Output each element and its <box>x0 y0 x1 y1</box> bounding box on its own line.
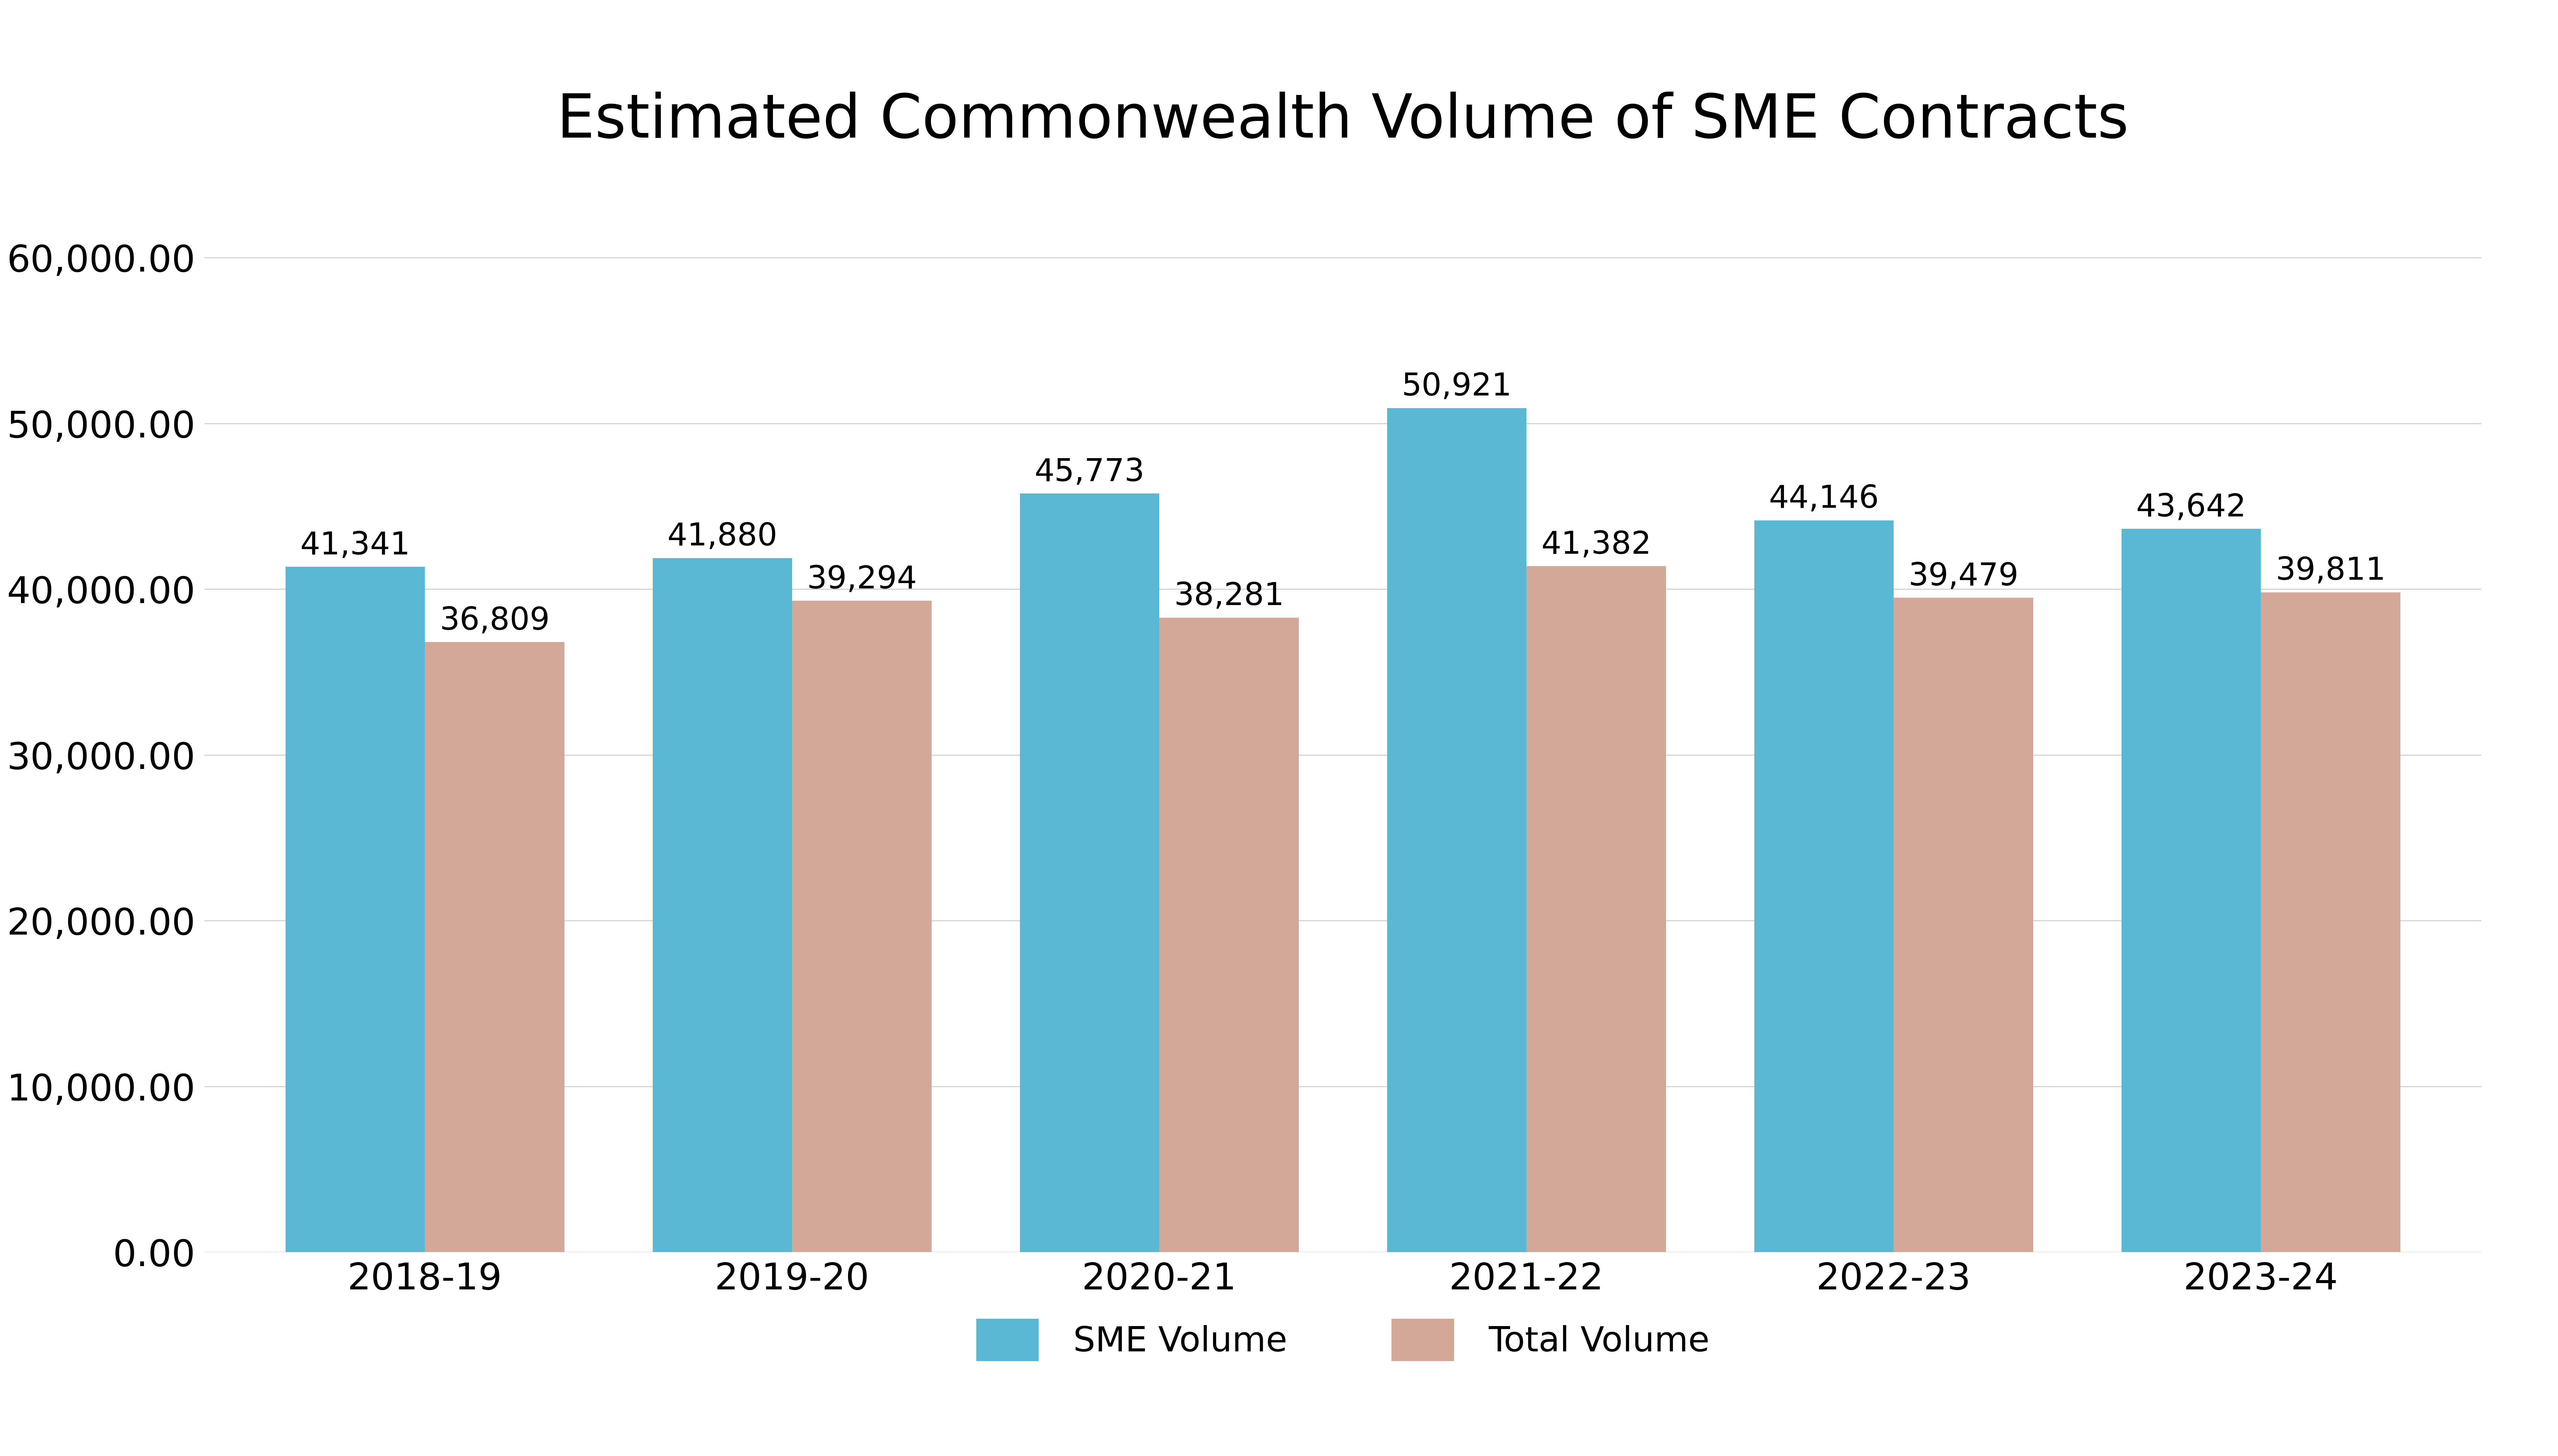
Bar <box>1159 617 1299 1252</box>
Bar <box>425 642 565 1252</box>
Text: 41,382: 41,382 <box>1542 530 1652 561</box>
Text: 41,341: 41,341 <box>299 530 409 561</box>
Bar <box>2261 593 2399 1252</box>
Bar <box>1386 408 1527 1252</box>
Bar <box>1021 494 1159 1252</box>
Bar <box>793 601 931 1252</box>
Bar <box>286 566 425 1252</box>
Text: 41,880: 41,880 <box>668 521 778 552</box>
Text: 39,811: 39,811 <box>2277 556 2387 587</box>
Bar <box>1893 598 2034 1252</box>
Text: 45,773: 45,773 <box>1033 457 1143 488</box>
Text: 39,294: 39,294 <box>806 565 916 596</box>
Text: 43,642: 43,642 <box>2136 492 2246 523</box>
Text: 39,479: 39,479 <box>1908 562 2018 593</box>
Text: 36,809: 36,809 <box>440 606 550 636</box>
Bar <box>2121 529 2261 1252</box>
Legend: SME Volume, Total Volume: SME Volume, Total Volume <box>962 1305 1724 1374</box>
Text: 50,921: 50,921 <box>1402 371 1512 402</box>
Bar <box>1755 520 1893 1252</box>
Title: Estimated Commonwealth Volume of SME Contracts: Estimated Commonwealth Volume of SME Con… <box>558 92 2128 150</box>
Bar <box>652 558 793 1252</box>
Text: 38,281: 38,281 <box>1174 581 1284 612</box>
Bar <box>1527 566 1665 1252</box>
Text: 44,146: 44,146 <box>1768 483 1880 514</box>
